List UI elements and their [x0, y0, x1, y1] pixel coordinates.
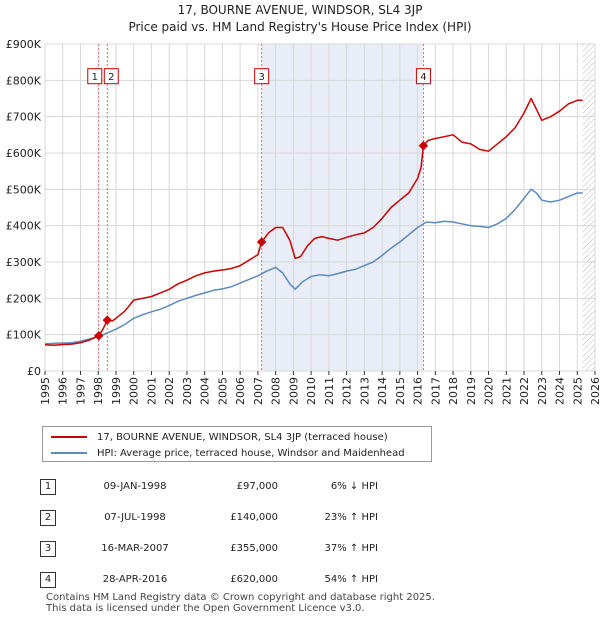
chart-subtitle: Price paid vs. HM Land Registry's House … [128, 20, 471, 34]
sale-point [94, 331, 104, 341]
sale-marker-label: 1 [92, 72, 98, 83]
x-tick-label: 2021 [500, 377, 513, 405]
sale-marker-box [103, 68, 119, 85]
y-tick-label: £400K [6, 220, 42, 233]
table-row: 4 28-APR-2016 £620,000 54% ↑ HPI [40, 564, 378, 595]
sale-hpi-diff: 6% ↓ HPI [330, 481, 378, 492]
price-chart: 17, BOURNE AVENUE, WINDSOR, SL4 3JP Pric… [6, 3, 600, 405]
legend-label-hpi: HPI: Average price, terraced house, Wind… [97, 447, 405, 459]
x-tick-label: 2024 [554, 377, 567, 405]
x-tick-label: 2026 [589, 377, 600, 405]
x-tick-label: 2022 [518, 377, 531, 405]
x-tick-label: 2001 [145, 377, 158, 405]
x-tick-label: 2011 [323, 377, 336, 405]
sale-points [94, 141, 429, 341]
legend-item-property: 17, BOURNE AVENUE, WINDSOR, SL4 3JP (ter… [51, 429, 388, 445]
footer-line-2: This data is licensed under the Open Gov… [46, 603, 365, 614]
y-tick-label: £0 [27, 365, 41, 378]
y-tick-label: £800K [6, 74, 42, 87]
x-axis-ticks: 1995 1996 1997 1998 1999 2000 2001 2002 2003 2004… [39, 371, 600, 405]
x-tick-label: 2000 [128, 377, 141, 405]
y-tick-label: £600K [6, 147, 42, 160]
sale-point [102, 315, 112, 325]
sale-hpi-diff: 37% ↑ HPI [324, 543, 378, 554]
x-tick-label: 1999 [110, 377, 123, 405]
sale-point [256, 237, 267, 247]
table-row: 2 07-JUL-1998 £140,000 23% ↑ HPI [40, 502, 378, 533]
sale-price: £355,000 [230, 543, 278, 554]
x-tick-label: 2003 [181, 377, 194, 405]
chart-title: 17, BOURNE AVENUE, WINDSOR, SL4 3JP [178, 3, 423, 17]
sale-date: 28-APR-2016 [102, 574, 168, 585]
x-tick-label: 2023 [536, 377, 549, 405]
x-tick-label: 2010 [305, 377, 318, 405]
x-tick-label: 2015 [394, 377, 407, 405]
sale-date: 16-MAR-2007 [101, 543, 169, 554]
forecast-hatch [582, 44, 595, 371]
sale-hpi-diff: 54% ↑ HPI [324, 574, 378, 585]
sales-table: 1 09-JAN-1998 £97,000 6% ↓ HPI 2 07-JUL-… [40, 471, 378, 595]
sale-index-badge: 3 [40, 540, 56, 557]
sale-point [418, 141, 429, 151]
footer-line-1: Contains HM Land Registry data © Crown c… [46, 592, 435, 603]
x-tick-label: 2007 [252, 377, 265, 405]
y-tick-label: £100K [6, 329, 42, 342]
footer: Contains HM Land Registry data © Crown c… [46, 592, 435, 614]
x-tick-label: 2006 [234, 377, 247, 405]
shaded-span [261, 44, 424, 371]
sale-date: 07-JUL-1998 [104, 512, 166, 523]
legend-item-hpi: HPI: Average price, terraced house, Wind… [51, 445, 405, 461]
x-tick-label: 2014 [376, 377, 389, 405]
x-tick-label: 2012 [341, 377, 354, 405]
sale-index-badge: 1 [40, 478, 56, 495]
x-tick-label: 2005 [216, 377, 229, 405]
sale-hpi-diff: 23% ↑ HPI [324, 512, 378, 523]
x-tick-label: 2002 [163, 377, 176, 405]
y-tick-label: £900K [6, 38, 42, 51]
x-tick-label: 2019 [465, 377, 478, 405]
sale-price: £140,000 [230, 512, 278, 523]
legend-swatch-hpi [51, 452, 87, 454]
x-tick-label: 2025 [571, 377, 584, 405]
x-tick-label: 2009 [287, 377, 300, 405]
sale-marker-label: 2 [108, 72, 114, 83]
x-tick-label: 1996 [57, 377, 70, 405]
sale-index-badge: 2 [40, 509, 56, 526]
x-tick-label: 2020 [483, 377, 496, 405]
table-row: 3 16-MAR-2007 £355,000 37% ↑ HPI [40, 533, 378, 564]
legend-label-property: 17, BOURNE AVENUE, WINDSOR, SL4 3JP (ter… [97, 431, 388, 443]
sale-marker-box [415, 68, 431, 85]
grid-lines [44, 43, 596, 372]
sale-date: 09-JAN-1998 [103, 481, 167, 492]
sale-marker-label: 4 [420, 72, 426, 83]
sale-price: £97,000 [236, 481, 278, 492]
x-tick-label: 2004 [199, 377, 212, 405]
series-lines [45, 97, 583, 346]
series-line-hpi [45, 188, 583, 345]
sale-index-badge: 4 [40, 571, 56, 588]
y-tick-label: £200K [6, 292, 42, 305]
x-tick-label: 2013 [358, 377, 371, 405]
y-tick-label: £500K [6, 183, 42, 196]
x-tick-label: 1995 [39, 377, 52, 405]
x-tick-label: 2016 [412, 377, 425, 405]
y-axis-ticks: £0 £100K £200K £300K £400K £500K £600K £700K £80… [6, 38, 42, 378]
table-row: 1 09-JAN-1998 £97,000 6% ↓ HPI [40, 471, 378, 502]
legend: 17, BOURNE AVENUE, WINDSOR, SL4 3JP (ter… [42, 426, 432, 462]
x-tick-label: 1997 [74, 377, 87, 405]
sale-marker-box [254, 68, 270, 85]
x-tick-label: 2018 [447, 377, 460, 405]
sale-marker-box [87, 68, 103, 85]
series-line-property [45, 97, 583, 346]
sale-marker-label: 3 [258, 72, 264, 83]
sale-price: £620,000 [230, 574, 278, 585]
x-tick-label: 1998 [92, 377, 105, 405]
y-tick-label: £300K [6, 256, 42, 269]
x-tick-label: 2008 [270, 377, 283, 405]
legend-swatch-property [51, 436, 87, 438]
y-tick-label: £700K [6, 111, 42, 124]
x-tick-label: 2017 [429, 377, 442, 405]
